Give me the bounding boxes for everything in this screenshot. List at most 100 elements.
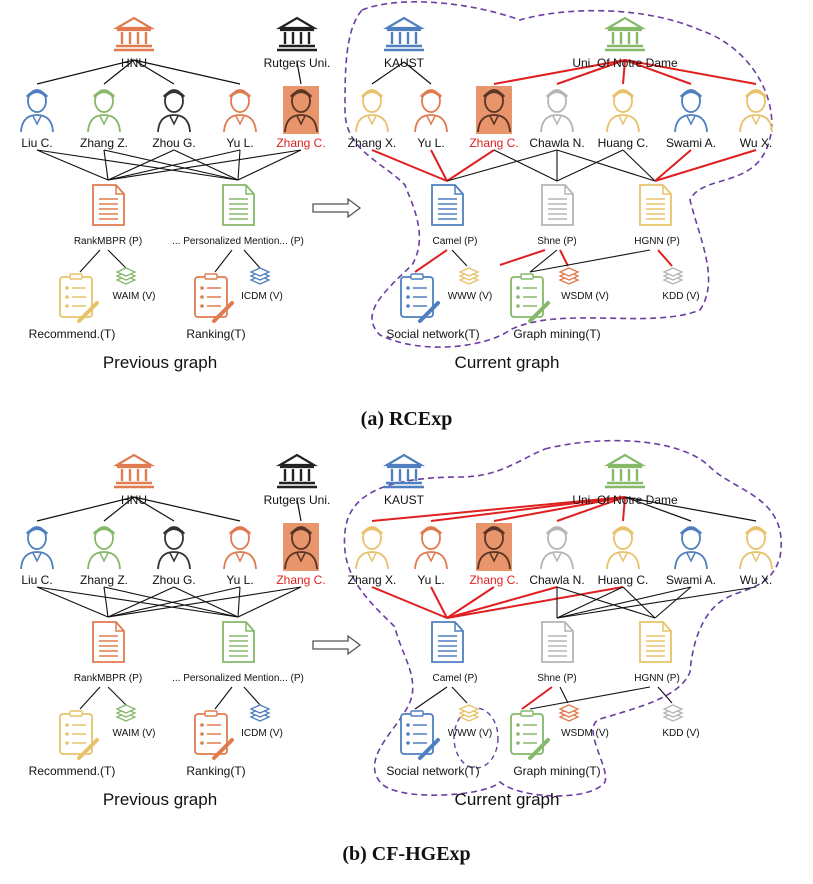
edge xyxy=(654,149,757,182)
edge xyxy=(107,586,302,618)
edge xyxy=(556,586,656,619)
person-icon xyxy=(739,89,773,133)
edge xyxy=(556,496,626,522)
paper-icon xyxy=(92,621,125,663)
label-graphmining: Graph mining(T) xyxy=(513,764,600,778)
person-icon xyxy=(414,526,448,570)
person-icon xyxy=(283,86,319,134)
edge xyxy=(36,149,239,181)
edge xyxy=(107,149,241,181)
edge xyxy=(237,586,241,618)
person-icon xyxy=(540,89,574,133)
label-kdd: KDD (V) xyxy=(662,291,699,302)
label-wu: Wu X. xyxy=(740,136,772,150)
edge xyxy=(133,496,241,522)
edge xyxy=(499,249,546,266)
label-chawla: Chawla N. xyxy=(529,573,584,587)
edge xyxy=(654,586,692,619)
edge xyxy=(103,586,109,618)
person-icon xyxy=(414,89,448,133)
building-icon xyxy=(112,16,156,52)
person-icon xyxy=(283,523,319,571)
edge xyxy=(556,149,656,182)
edge xyxy=(451,249,468,267)
edge xyxy=(214,686,233,710)
topic-icon xyxy=(510,273,550,323)
explanation-outline xyxy=(343,439,782,797)
venue-icon xyxy=(115,704,137,722)
person-icon xyxy=(157,89,191,133)
edge xyxy=(430,496,626,522)
edge xyxy=(556,149,624,182)
label-wsdm: WSDM (V) xyxy=(561,728,609,739)
edge xyxy=(624,59,757,85)
edge xyxy=(107,249,127,269)
person-icon xyxy=(476,86,512,134)
explanation-outline xyxy=(453,707,499,769)
edge xyxy=(103,496,135,522)
edge xyxy=(79,249,101,273)
edge xyxy=(36,586,109,618)
label-recommend: Recommend.(T) xyxy=(29,327,116,341)
venue-icon xyxy=(458,267,480,285)
title-current: Current graph xyxy=(455,353,560,372)
edge xyxy=(622,496,626,522)
person-icon xyxy=(87,89,121,133)
edge xyxy=(559,686,569,704)
venue-icon xyxy=(558,267,580,285)
label-hnu: HNU xyxy=(121,56,147,70)
label-waim: WAIM (V) xyxy=(113,728,156,739)
venue-icon xyxy=(558,704,580,722)
label-hgnn: HGNN (P) xyxy=(634,236,680,247)
edge xyxy=(622,149,656,182)
label-personalized: ... Personalized Mention... (P) xyxy=(172,673,304,684)
edge xyxy=(103,149,109,181)
label-rankmbpr: RankMBPR (P) xyxy=(74,236,142,247)
edge xyxy=(243,249,261,269)
edge xyxy=(414,686,448,710)
edge xyxy=(79,686,101,710)
edge xyxy=(521,686,553,710)
edge xyxy=(529,686,651,710)
edge xyxy=(556,586,757,619)
edge xyxy=(296,61,302,85)
venue-icon xyxy=(458,704,480,722)
label-shne: Shne (P) xyxy=(537,236,576,247)
edge xyxy=(107,586,175,618)
person-icon xyxy=(674,89,708,133)
caption-b: (b) CF-HGExp xyxy=(342,843,471,865)
paper-icon xyxy=(541,621,574,663)
label-www: WWW (V) xyxy=(448,291,492,302)
label-kaust: KAUST xyxy=(384,56,425,70)
edge xyxy=(133,59,175,85)
label-hgnn: HGNN (P) xyxy=(634,673,680,684)
label-camel: Camel (P) xyxy=(432,236,477,247)
label-wsdm: WSDM (V) xyxy=(561,291,609,302)
topic-icon xyxy=(194,273,234,323)
person-icon xyxy=(157,526,191,570)
person-icon xyxy=(540,526,574,570)
label-huang: Huang C. xyxy=(598,573,649,587)
edge xyxy=(371,586,448,619)
building-icon xyxy=(603,453,647,489)
label-hnu: HNU xyxy=(121,493,147,507)
label-yu: Yu L. xyxy=(417,573,444,587)
label-recommend: Recommend.(T) xyxy=(29,764,116,778)
venue-icon xyxy=(662,267,684,285)
edge xyxy=(559,249,569,267)
edge xyxy=(430,586,448,619)
topic-icon xyxy=(510,710,550,760)
topic-icon xyxy=(400,273,440,323)
person-icon xyxy=(476,523,512,571)
label-swami: Swami A. xyxy=(666,573,716,587)
label-waim: WAIM (V) xyxy=(113,291,156,302)
edge xyxy=(371,61,405,85)
label-ranking: Ranking(T) xyxy=(186,764,245,778)
edge xyxy=(446,149,558,182)
person-icon xyxy=(355,89,389,133)
person-icon xyxy=(739,526,773,570)
label-notre: Uni. Of Notre Dame xyxy=(572,493,678,507)
edge xyxy=(107,149,302,181)
person-icon xyxy=(606,526,640,570)
